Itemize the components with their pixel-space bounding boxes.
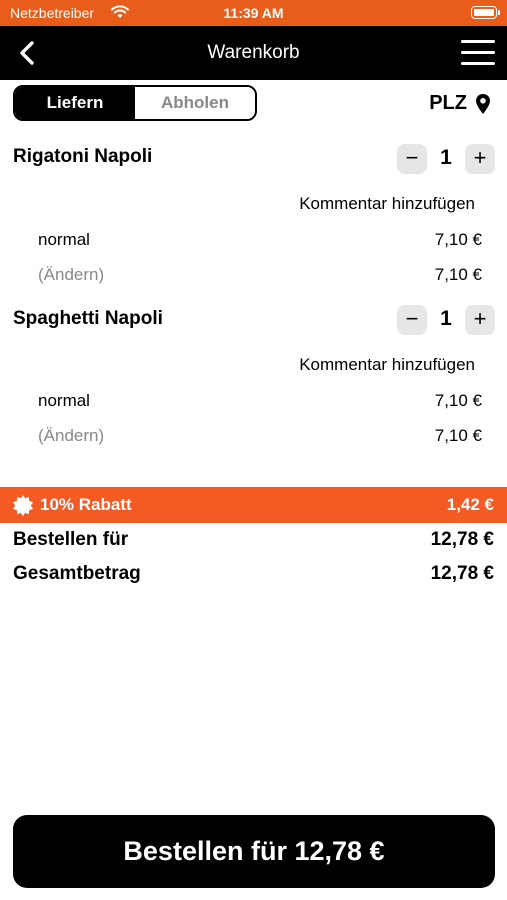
variant-label: normal (38, 391, 90, 410)
discount-bar: 10% Rabatt 1,42 € (0, 487, 507, 523)
quantity-value: 1 (440, 307, 452, 330)
nav-bar: Warenkorb (0, 26, 507, 80)
variant-price: 7,10 € (434, 230, 482, 249)
discount-badge-icon (13, 495, 33, 516)
wifi-icon (111, 5, 129, 18)
order-for-label: Bestellen für (13, 529, 129, 550)
quantity-stepper: − 1 + (397, 144, 495, 174)
add-comment-link[interactable]: Kommentar hinzufügen (299, 355, 475, 374)
add-comment-link[interactable]: Kommentar hinzufügen (299, 194, 475, 213)
minus-icon[interactable]: − (397, 144, 427, 174)
tab-abholen[interactable]: Abholen (135, 87, 255, 119)
quantity-value: 1 (440, 146, 452, 169)
variant-price: 7,10 € (434, 391, 482, 410)
battery-icon (471, 6, 500, 19)
status-bar: Netzbetreiber 11:39 AM (0, 0, 507, 26)
total-value: 12,78 € (430, 563, 494, 584)
change-option-link[interactable]: (Ändern) (38, 426, 105, 445)
order-button[interactable]: Bestellen für 12,78 € (13, 815, 495, 888)
cart-item-name: Rigatoni Napoli (13, 146, 153, 167)
plus-icon[interactable]: + (465, 144, 495, 174)
discount-label: 10% Rabatt (40, 495, 132, 514)
carrier-label: Netzbetreiber (10, 5, 95, 21)
variant-label: normal (38, 230, 90, 249)
status-time: 11:39 AM (223, 5, 284, 21)
tab-liefern[interactable]: Liefern (15, 87, 135, 119)
delivery-mode-toggle: Liefern Abholen (13, 85, 257, 121)
change-option-link[interactable]: (Ändern) (38, 265, 105, 284)
total-label: Gesamtbetrag (13, 563, 141, 584)
cart-item-name: Spaghetti Napoli (13, 308, 163, 329)
minus-icon[interactable]: − (397, 305, 427, 335)
plus-icon[interactable]: + (465, 305, 495, 335)
order-for-value: 12,78 € (430, 529, 494, 550)
plz-label: PLZ (429, 92, 467, 114)
quantity-stepper: − 1 + (397, 305, 495, 335)
page-title: Warenkorb (207, 42, 300, 63)
item-price: 7,10 € (434, 265, 482, 284)
back-chevron-icon[interactable] (14, 39, 42, 67)
plz-selector[interactable]: PLZ (429, 92, 491, 115)
discount-value: 1,42 € (446, 495, 494, 514)
item-price: 7,10 € (434, 426, 482, 445)
hamburger-menu-icon[interactable] (461, 40, 495, 66)
location-pin-icon (476, 93, 490, 114)
